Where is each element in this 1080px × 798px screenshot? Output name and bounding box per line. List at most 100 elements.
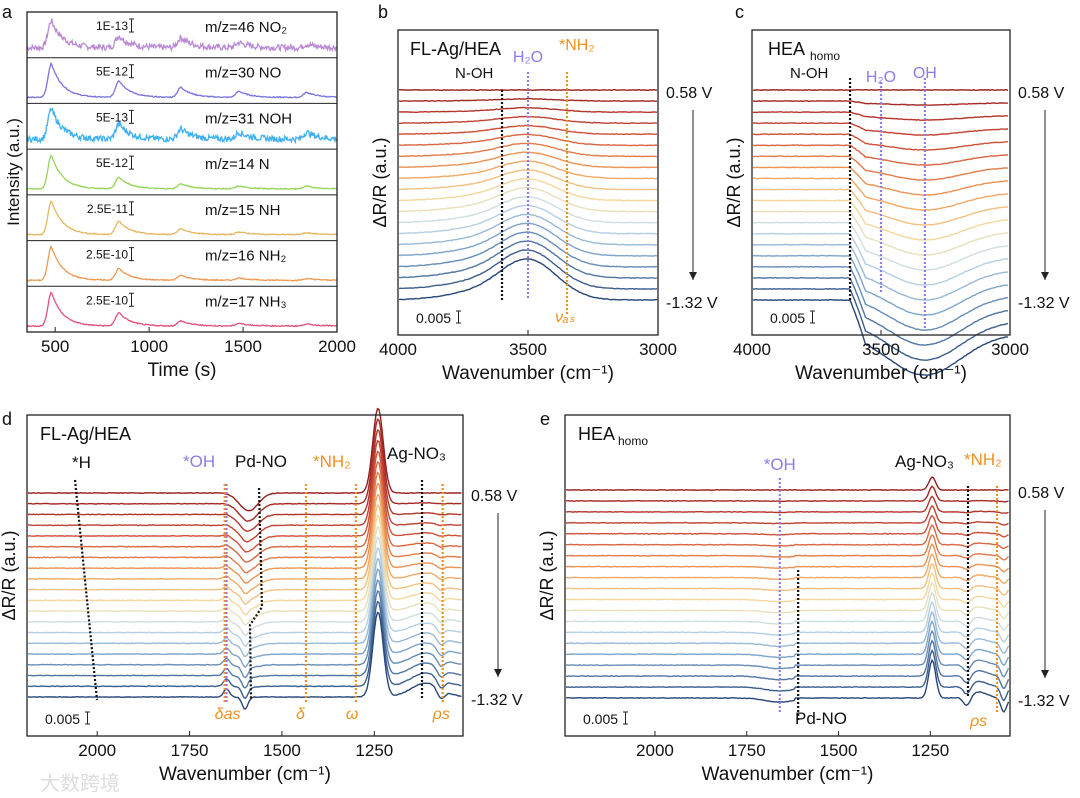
x-tick-label: 1750 (171, 741, 209, 760)
potential-start-label: 0.58 V (1018, 85, 1065, 102)
scale-bar (129, 18, 134, 33)
watermark-text: 大数跨境 (40, 772, 120, 795)
x-tick-label: 1250 (355, 741, 393, 760)
mode-label: ω (346, 706, 358, 723)
scale-bar-label: 0.005 (583, 711, 618, 727)
potential-end-label: -1.32 V (1018, 693, 1070, 710)
series-label: m/z=15 NH (205, 202, 280, 219)
spectrum-19 (565, 658, 1010, 713)
scale-label: 5E-12 (96, 65, 128, 79)
spectrum-9 (27, 504, 462, 606)
spectrum-16 (565, 629, 1010, 678)
panel-d-frame (26, 414, 464, 737)
spectrum-5 (565, 523, 1009, 549)
marker-h (73, 479, 99, 701)
spectrum-3 (752, 122, 1009, 136)
potential-start-label: 0.58 V (666, 85, 713, 102)
spectrum-0 (752, 88, 1009, 92)
marker-label-nh2: *NH₂ (559, 37, 595, 54)
spectrum-4 (27, 450, 462, 553)
scale-label: 5E-13 (96, 110, 128, 124)
peak-label-pd-no: Pd-NO (795, 709, 847, 728)
scale-label: 2.5E-10 (86, 248, 128, 262)
spectrum-12 (27, 535, 462, 637)
scale-label: 5E-12 (96, 156, 128, 170)
y-axis-label: ΔR/R (a.u.) (724, 137, 744, 227)
spectrum-7 (565, 543, 1009, 573)
marker-label-h2o: H₂O (866, 69, 896, 86)
scale-bar (129, 155, 134, 170)
spectrum-19 (752, 298, 1009, 376)
spectrum-0 (28, 407, 462, 512)
scale-label: 2.5E-10 (86, 293, 128, 307)
marker-label-h2o: H₂O (513, 49, 543, 66)
spectrum-16 (753, 265, 1009, 331)
peak-label: *OH (183, 452, 215, 471)
spectrum-10 (565, 572, 1010, 608)
spectrum-14 (565, 610, 1010, 655)
x-tick-label: 2000 (318, 337, 356, 356)
spectrum-5 (399, 133, 658, 147)
panel-title-subscript: homo (810, 49, 840, 63)
series-label: m/z=46 NO₂ (205, 19, 287, 36)
spectrum-12 (565, 591, 1010, 631)
spectrum-6 (753, 155, 1009, 181)
arrow-head-icon (689, 272, 697, 280)
x-tick-label: 1500 (224, 337, 262, 356)
mode-label: δ (296, 706, 306, 723)
spectrum-8 (27, 493, 462, 595)
scale-bar (129, 292, 134, 307)
spectrum-15 (566, 620, 1010, 667)
x-tick-label: 3500 (862, 340, 900, 359)
spectrum-17 (565, 639, 1010, 690)
spectrum-17 (752, 276, 1009, 346)
y-axis-label: ΔR/R (a.u.) (537, 530, 557, 620)
x-tick-label: 1250 (911, 741, 949, 760)
spectrum-15 (27, 568, 462, 669)
arrow-head-icon (1041, 670, 1049, 678)
scale-bar-label: 0.005 (770, 310, 805, 326)
x-tick-label: 500 (41, 337, 69, 356)
panel-title: FL-Ag/HEA (40, 424, 131, 444)
scale-bar (129, 247, 134, 262)
panel-letter-d: d (2, 409, 12, 429)
marker-label-n-oh: N-OH (455, 65, 493, 82)
scale-bar (129, 109, 134, 124)
spectrum-11 (399, 186, 658, 213)
spectrum-3 (565, 504, 1009, 526)
spectrum-1 (27, 418, 462, 522)
spectrum-8 (565, 553, 1010, 585)
panel-a-frame (26, 11, 338, 333)
mode-label-vas: νₐₛ (555, 309, 576, 326)
spectrum-10 (752, 199, 1009, 241)
spectrum-15 (398, 222, 658, 257)
ms-trace-3 (27, 154, 337, 191)
scale-bar (623, 711, 628, 725)
peak-label-ag-no3: Ag-NO₃ (895, 452, 954, 471)
scale-bar (129, 201, 134, 216)
scale-bar (456, 310, 461, 324)
spectrum-9 (398, 169, 658, 191)
x-axis-label: Time (s) (148, 360, 217, 381)
spectrum-6 (398, 142, 658, 158)
x-axis-label: Wavenumber (cm⁻¹) (442, 363, 614, 384)
peak-label: Ag-NO₃ (387, 444, 446, 463)
scale-bar (810, 310, 815, 324)
ms-trace-4 (26, 200, 337, 236)
potential-end-label: -1.32 V (666, 295, 718, 312)
arrow-head-icon (494, 669, 502, 677)
spectrum-18 (565, 648, 1010, 702)
y-axis-label: Intensity (a.u.) (4, 118, 23, 226)
scale-bar (129, 64, 134, 79)
spectrum-18 (27, 600, 462, 700)
potential-start-label: 0.58 V (1018, 485, 1065, 502)
x-tick-label: 1000 (130, 337, 168, 356)
potential-end-label: -1.32 V (471, 692, 523, 709)
spectrum-11 (565, 581, 1010, 620)
spectrum-0 (565, 476, 1009, 492)
spectrum-3 (28, 439, 462, 543)
x-tick-label: 2000 (78, 741, 116, 760)
spectrum-19 (399, 258, 657, 302)
panel-letter-c: c (735, 2, 744, 22)
panel-e-frame (564, 414, 1011, 737)
